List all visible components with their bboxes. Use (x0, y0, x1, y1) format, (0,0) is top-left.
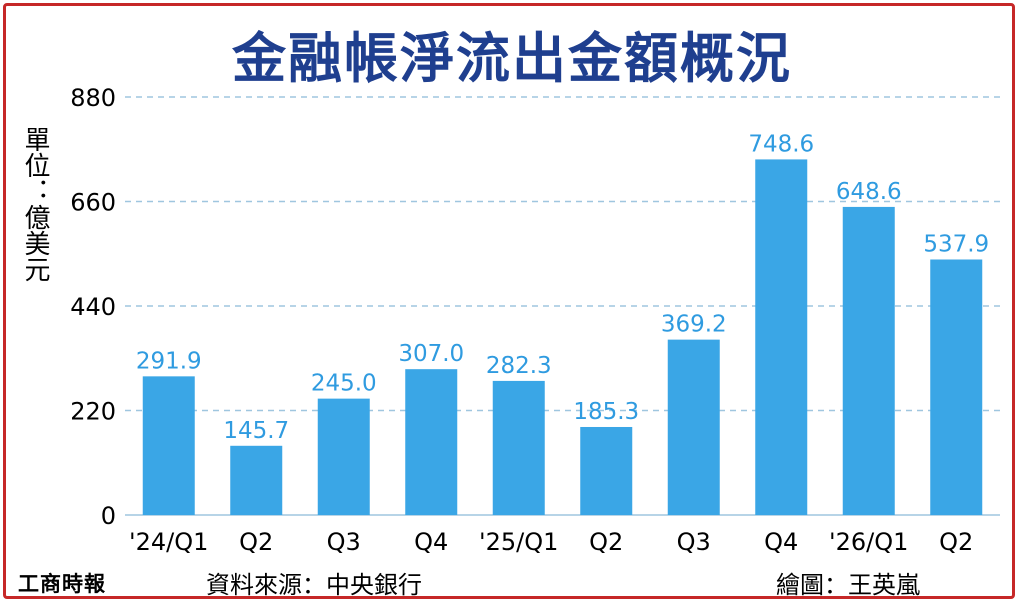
x-tick-label: Q4 (764, 528, 798, 556)
newspaper-logo: 工商時報 (18, 571, 106, 596)
y-tick-label: 0 (101, 502, 116, 530)
graphic-credit: 繪圖：王英嵐 (776, 571, 920, 599)
data-label: 748.6 (748, 131, 814, 157)
data-label: 145.7 (223, 418, 289, 444)
y-axis-unit-label: 單位：億美元 (20, 126, 50, 282)
bar (492, 380, 545, 515)
x-tick-label: Q4 (414, 528, 448, 556)
x-tick-label: '24/Q1 (129, 528, 208, 556)
y-tick-label: 660 (70, 189, 116, 217)
bar (580, 426, 633, 515)
data-label: 245.0 (311, 371, 377, 397)
x-tick-label: Q2 (939, 528, 973, 556)
data-label: 369.2 (661, 312, 727, 338)
data-label: 282.3 (486, 353, 552, 379)
bar (667, 339, 720, 515)
bar (842, 206, 895, 516)
bar (142, 376, 195, 515)
x-tick-label: '25/Q1 (479, 528, 558, 556)
y-tick-label: 880 (70, 84, 116, 112)
data-label: 307.0 (398, 341, 464, 367)
bar (230, 445, 283, 515)
x-tick-label: Q2 (589, 528, 623, 556)
data-label: 648.6 (836, 179, 902, 205)
x-tick-label: Q3 (677, 528, 711, 556)
chart-title: 金融帳淨流出金額概況 (232, 27, 792, 90)
data-label: 537.9 (923, 231, 989, 257)
x-tick-label: Q3 (327, 528, 361, 556)
bar (405, 369, 458, 515)
x-tick-label: Q2 (239, 528, 273, 556)
y-tick-label: 440 (70, 293, 116, 321)
data-label: 185.3 (573, 399, 639, 425)
bar (930, 259, 983, 515)
bar (317, 398, 370, 515)
bar (755, 159, 808, 516)
source-note: 資料來源：中央銀行 (206, 571, 422, 599)
x-tick-label: '26/Q1 (829, 528, 908, 556)
y-tick-label: 220 (70, 398, 116, 426)
data-label: 291.9 (136, 348, 202, 374)
